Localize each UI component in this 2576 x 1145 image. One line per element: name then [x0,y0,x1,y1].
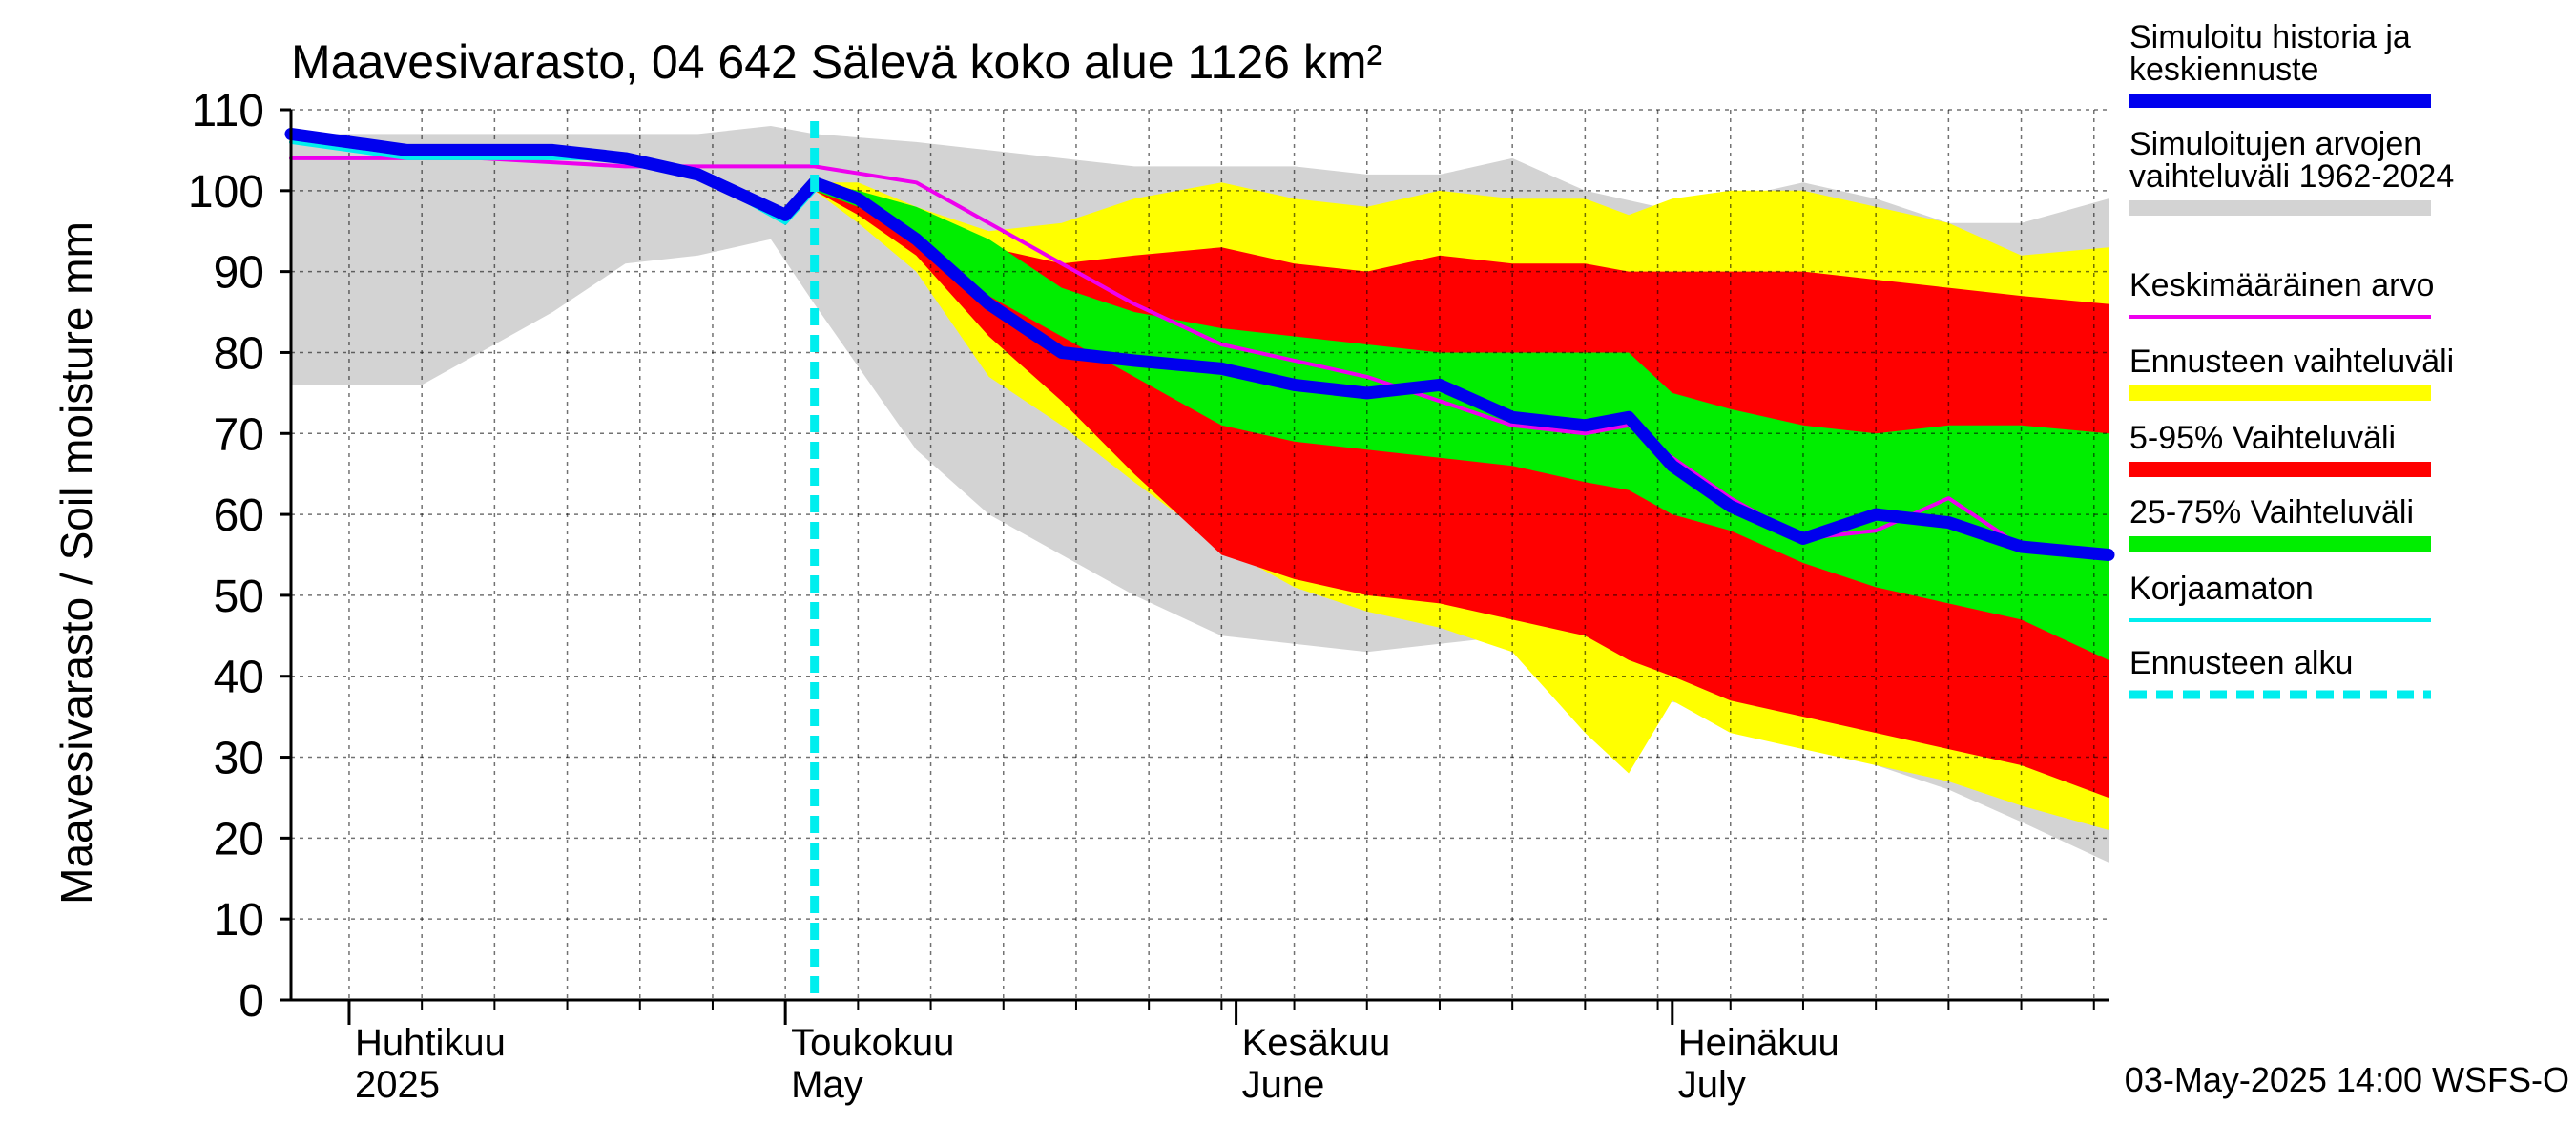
chart-title: Maavesivarasto, 04 642 Sälevä koko alue … [291,35,1382,89]
bands-layer [291,126,2109,863]
legend-label-7: Ennusteen alku [2129,645,2353,681]
legend-label-part: keskiennuste [2129,52,2318,88]
y-tick-label-7: 70 [214,409,264,460]
y-tick-label-0: 0 [239,976,264,1027]
legend-label-part: Simuloitu historia ja [2129,19,2411,55]
y-tick-label-1: 10 [214,895,264,946]
y-tick-label-2: 20 [214,814,264,864]
month-label-en-3: July [1678,1064,1746,1106]
month-label-en-2: June [1242,1064,1325,1106]
month-label-fi-3: Heinäkuu [1678,1022,1839,1064]
band-3 [814,182,2109,660]
month-label-fi-2: Kesäkuu [1242,1022,1391,1064]
footer-timestamp: 03-May-2025 14:00 WSFS-O [2125,1060,2569,1099]
y-tick-label-9: 90 [214,248,264,299]
y-tick-label-5: 50 [214,572,264,622]
y-tick-label-4: 40 [214,653,264,703]
month-label-fi-1: Toukokuu [791,1022,954,1064]
legend-label-part: Korjaamaton [2129,571,2314,607]
legend-label-0: Simuloitu historia ja keskiennuste [2129,19,2411,88]
legend-label-4: 5-95% Vaihteluväli [2129,420,2396,456]
month-label-fi-0: Huhtikuu [355,1022,506,1064]
series-line-2 [284,127,2115,561]
legend: Simuloitu historia ja keskiennusteSimuloi… [2129,19,2454,699]
y-tick-label-10: 100 [188,167,264,218]
y-tick-label-6: 60 [214,490,264,541]
lines-layer [284,121,2115,1000]
legend-label-6: Korjaamaton [2129,571,2314,607]
legend-label-part: vaihteluväli 1962-2024 [2129,158,2454,195]
month-label-en-1: May [791,1064,863,1106]
legend-label-part: Ennusteen alku [2129,645,2353,681]
grid-layer [291,109,2109,1001]
legend-label-part: Simuloitujen arvojen [2129,126,2421,162]
legend-label-part: 5-95% Vaihteluväli [2129,420,2396,456]
legend-label-3: Ennusteen vaihteluväli [2129,344,2454,380]
legend-label-5: 25-75% Vaihteluväli [2129,494,2414,531]
y-tick-label-8: 80 [214,328,264,379]
month-label-en-0: 2025 [355,1064,440,1106]
y-axis-label: Maavesivarasto / Soil moisture mm [52,221,101,905]
legend-label-part: 25-75% Vaihteluväli [2129,494,2414,531]
legend-label-2: Keskimääräinen arvo [2129,267,2434,303]
legend-label-part: Ennusteen vaihteluväli [2129,344,2454,380]
y-tick-label-3: 30 [214,734,264,784]
legend-label-1: Simuloitujen arvojen vaihteluväli 1962-20… [2129,126,2454,195]
legend-label-part: Keskimääräinen arvo [2129,267,2434,303]
y-tick-label-11: 110 [191,86,264,136]
